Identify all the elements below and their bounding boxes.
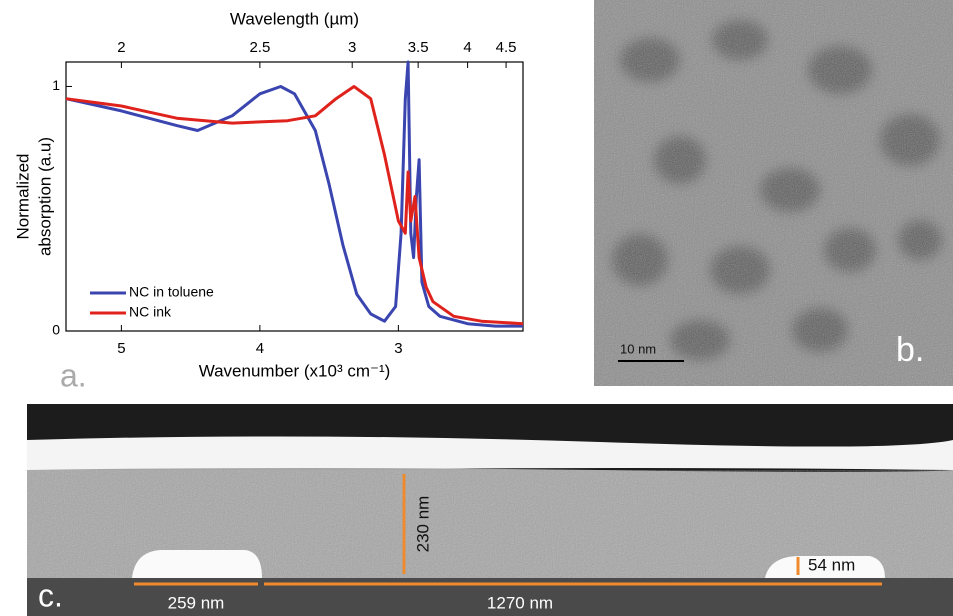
x2-tick-label: 2.5: [249, 39, 270, 56]
x2-tick-label: 3: [348, 39, 356, 56]
y-axis-title: Normalized: [13, 154, 32, 240]
legend-label: NC ink: [129, 304, 172, 320]
panel-label: c.: [38, 577, 63, 613]
panel-b: 10 nm b.: [594, 0, 953, 386]
y-tick-label: 1: [52, 77, 60, 93]
panel-label: b.: [896, 331, 924, 369]
electrode: [132, 550, 262, 578]
thickness-label: 230 nm: [413, 496, 432, 553]
plot-frame: [65, 61, 524, 332]
x2-axis-title: Wavelength (µm): [230, 9, 359, 28]
x-tick-label: 4: [256, 340, 264, 357]
x2-tick-label: 4.5: [496, 39, 517, 56]
x2-tick-label: 2: [117, 39, 125, 56]
panel-c: 230 nm 54 nm 259 nm 1270 nm c.: [25, 404, 953, 616]
x2-tick-label: 4: [463, 39, 471, 56]
x-tick-label: 5: [117, 340, 125, 357]
y-tick-label: 0: [52, 322, 60, 338]
gap-label: 1270 nm: [487, 593, 553, 612]
height-label: 54 nm: [808, 555, 855, 574]
top-layer: [25, 436, 953, 472]
dimension-arrows: [134, 474, 882, 586]
texture: [594, 0, 953, 386]
series-line: [65, 85, 524, 326]
x2-tick-label: 3.5: [408, 39, 429, 56]
scale-bar-label: 10 nm: [620, 341, 656, 356]
x-tick-label: 3: [394, 340, 402, 357]
width-label: 259 nm: [168, 593, 225, 612]
electrode: [765, 556, 885, 578]
legend-label: NC in toluene: [129, 284, 214, 300]
x-axis-title: Wavenumber (x10³ cm⁻¹): [199, 361, 391, 380]
y-axis-title: absorption (a.u): [35, 137, 54, 256]
series-line: [65, 60, 523, 328]
panel-label: a.: [60, 357, 87, 393]
panel-a: 5 4 3 2 2.5 3 3.5 4 4.5 0 1 Wavenumber (x10³ cm⁻¹) W…: [13, 9, 524, 380]
